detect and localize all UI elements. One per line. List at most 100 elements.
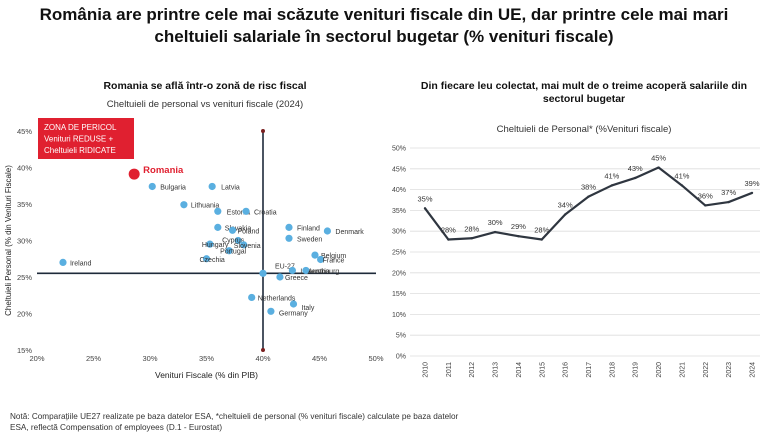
y-tick-label: 30% bbox=[17, 237, 32, 246]
danger-zone-text: Venituri REDUSE + bbox=[44, 135, 113, 144]
data-point bbox=[447, 238, 450, 241]
y-tick-label: 20% bbox=[17, 310, 32, 319]
data-point bbox=[240, 241, 248, 249]
data-point bbox=[234, 236, 242, 245]
x-tick-label: 2022 bbox=[703, 362, 710, 378]
x-tick-label: 2016 bbox=[563, 362, 570, 378]
data-point-label: Lithuania bbox=[191, 203, 220, 210]
data-point bbox=[540, 238, 543, 241]
data-point-highlight bbox=[128, 168, 140, 180]
y-tick-label: 20% bbox=[392, 270, 406, 277]
reference-line-end-marker bbox=[261, 348, 265, 352]
x-axis-label: Venituri Fiscale (% din PIB) bbox=[155, 370, 258, 380]
y-tick-label: 30% bbox=[392, 229, 406, 236]
data-label: 28% bbox=[534, 226, 549, 235]
data-point bbox=[563, 213, 567, 216]
data-point bbox=[225, 247, 233, 255]
x-tick-label: 45% bbox=[312, 354, 327, 363]
data-point bbox=[202, 255, 211, 263]
x-tick-label: 2020 bbox=[656, 362, 663, 378]
data-point bbox=[517, 234, 520, 238]
y-tick-label: 50% bbox=[392, 146, 406, 153]
y-tick-label: 45% bbox=[17, 127, 32, 136]
data-point bbox=[727, 200, 730, 204]
x-tick-label: 2015 bbox=[539, 362, 546, 378]
data-point bbox=[214, 207, 222, 215]
data-point bbox=[248, 293, 256, 302]
data-point bbox=[214, 223, 222, 231]
y-tick-label: 40% bbox=[392, 187, 406, 194]
line-chart-subtitle: Cheltuieli de Personal* (%Venituri fisca… bbox=[496, 124, 672, 135]
data-label: 30% bbox=[488, 218, 503, 227]
x-tick-label: 20% bbox=[29, 354, 44, 363]
data-point bbox=[285, 234, 293, 242]
data-point-label: Ireland bbox=[70, 260, 92, 267]
danger-zone-box bbox=[38, 118, 134, 159]
x-tick-label: 2024 bbox=[750, 362, 757, 378]
data-point-label: Romania bbox=[143, 165, 184, 176]
data-point-label: Belgium bbox=[321, 253, 346, 260]
data-point bbox=[470, 237, 473, 240]
data-point bbox=[59, 258, 67, 266]
data-point-label: Slovakia bbox=[225, 225, 252, 232]
y-tick-label: 35% bbox=[392, 208, 406, 215]
data-point-label: Slovenia bbox=[234, 243, 261, 250]
x-tick-label: 2021 bbox=[679, 362, 686, 378]
reference-line-end-marker bbox=[261, 129, 265, 133]
danger-zone-text: ZONA DE PERICOL bbox=[44, 123, 117, 132]
data-point bbox=[493, 230, 497, 234]
y-tick-label: 0% bbox=[396, 354, 406, 361]
data-point bbox=[276, 273, 284, 281]
data-point-label: Denmark bbox=[335, 229, 364, 236]
data-point bbox=[285, 223, 293, 231]
y-tick-label: 15% bbox=[392, 291, 406, 298]
data-point-label: Bulgaria bbox=[160, 184, 186, 191]
data-point-label: Greece bbox=[285, 275, 308, 282]
data-point bbox=[317, 255, 325, 264]
scatter-subtitle: Cheltuieli de personal vs venituri fisca… bbox=[106, 99, 304, 110]
data-point bbox=[242, 207, 250, 215]
x-tick-label: 2018 bbox=[609, 362, 616, 378]
data-label: 37% bbox=[721, 188, 736, 197]
data-label: 36% bbox=[698, 191, 713, 200]
main-title-line-1: România are printre cele mai scăzute ven… bbox=[39, 5, 729, 24]
y-axis-label: Cheltuieli Personal (% din Venituri Fisc… bbox=[4, 165, 13, 316]
x-tick-label: 2017 bbox=[586, 362, 593, 378]
data-point bbox=[657, 166, 660, 169]
data-label: 45% bbox=[651, 154, 666, 163]
x-tick-label: 40% bbox=[255, 354, 270, 363]
y-tick-label: 10% bbox=[392, 312, 406, 319]
data-point bbox=[180, 201, 188, 209]
x-tick-label: 2013 bbox=[493, 362, 500, 378]
y-tick-label: 15% bbox=[17, 346, 32, 355]
x-tick-label: 35% bbox=[199, 354, 214, 363]
data-point-label: Cyprus bbox=[222, 238, 245, 245]
data-point bbox=[206, 240, 214, 248]
data-point bbox=[634, 176, 637, 180]
main-title-line-2: cheltuieli salariale în sectorul bugetar… bbox=[154, 27, 614, 46]
data-point bbox=[704, 204, 707, 207]
data-point-label: Estonia bbox=[227, 209, 250, 216]
data-point bbox=[148, 182, 156, 191]
scatter-title: Romania se află într-o zonă de risc fisc… bbox=[103, 80, 307, 92]
data-point bbox=[289, 300, 298, 308]
data-label: 41% bbox=[604, 171, 619, 180]
data-point-label: Sweden bbox=[297, 236, 322, 243]
y-tick-label: 5% bbox=[396, 333, 406, 340]
footnote: Notă: Comparațiile UE27 realizate pe baz… bbox=[10, 411, 570, 433]
data-label: 34% bbox=[558, 201, 573, 210]
line-chart-title: Din fiecare leu colectat, mai mult de o … bbox=[420, 80, 748, 105]
data-point bbox=[587, 195, 590, 198]
y-tick-label: 25% bbox=[17, 273, 32, 282]
data-point-label: France bbox=[323, 257, 345, 264]
data-point-label: Czechia bbox=[200, 257, 225, 264]
data-point-label: Latvia bbox=[221, 184, 240, 191]
data-point bbox=[750, 191, 754, 195]
x-tick-label: 2011 bbox=[446, 362, 453, 377]
data-point bbox=[302, 266, 310, 275]
footnote-line-2: ESA, reflectă Compensation of employees … bbox=[10, 423, 223, 432]
data-label: 41% bbox=[674, 171, 689, 180]
danger-zone-text: Cheltuieli RIDICATE bbox=[44, 146, 116, 155]
x-tick-label: 25% bbox=[86, 354, 101, 363]
